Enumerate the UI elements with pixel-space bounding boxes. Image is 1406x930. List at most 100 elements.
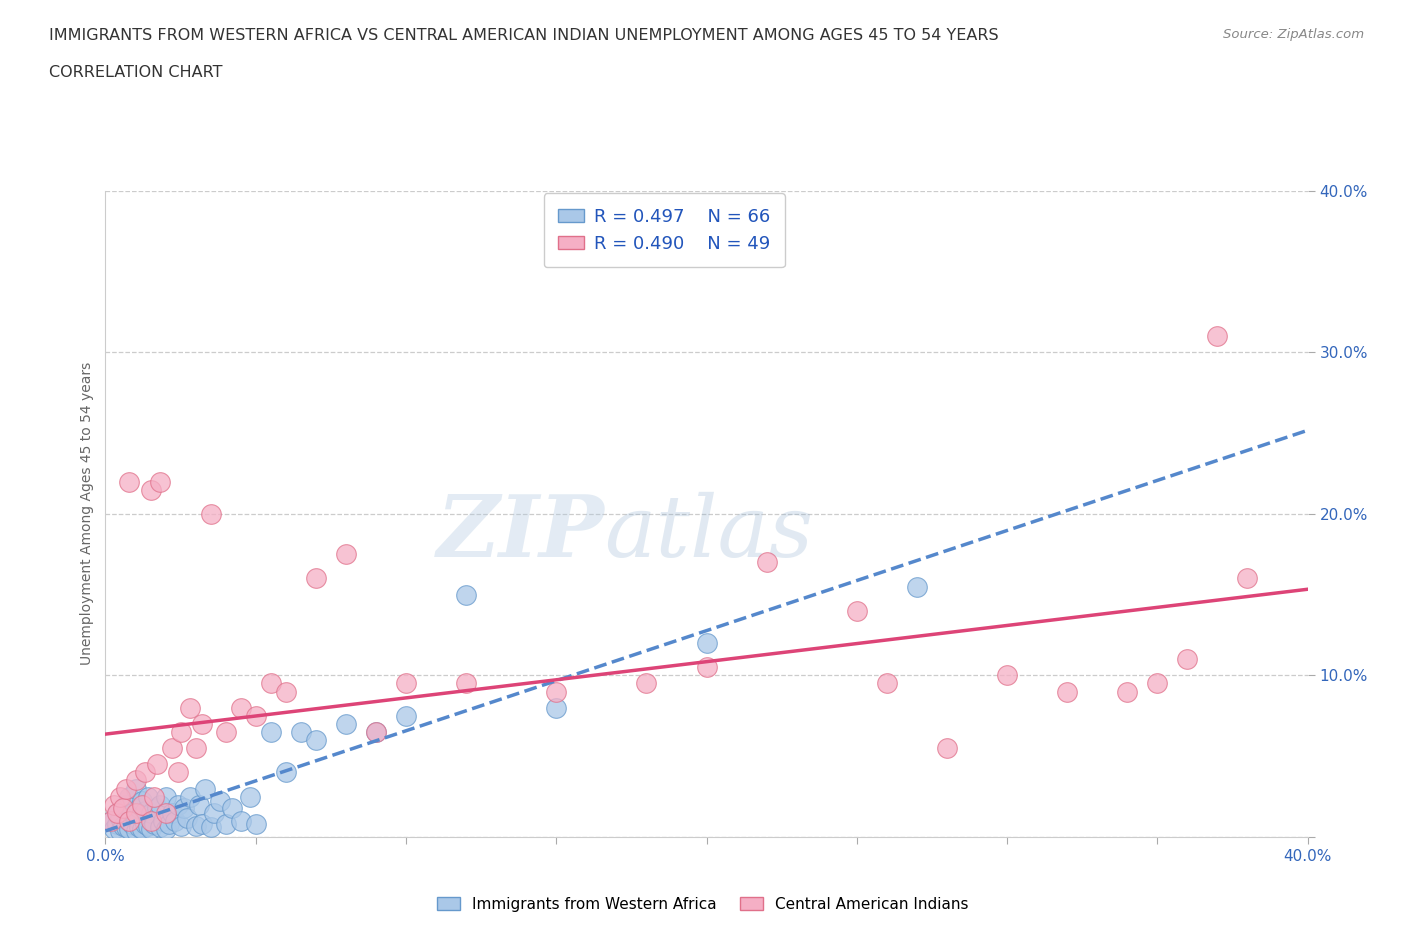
Point	[260, 676, 283, 691]
Point	[1236, 571, 1258, 586]
Point	[155, 805, 177, 820]
Point	[136, 790, 159, 804]
Point	[134, 817, 156, 831]
Point	[139, 821, 162, 836]
Point	[131, 821, 153, 836]
Point	[115, 820, 138, 835]
Point	[200, 507, 222, 522]
Point	[112, 801, 135, 816]
Point	[148, 474, 170, 489]
Point	[395, 676, 418, 691]
Point	[128, 801, 150, 816]
Point	[160, 805, 183, 820]
Point	[103, 821, 125, 836]
Point	[152, 814, 174, 829]
Point	[110, 823, 132, 838]
Point	[335, 547, 357, 562]
Point	[118, 821, 141, 836]
Point	[190, 817, 212, 831]
Point	[107, 805, 129, 820]
Point	[112, 801, 135, 816]
Point	[166, 797, 188, 812]
Point	[160, 740, 183, 755]
Point	[1116, 684, 1139, 699]
Point	[128, 820, 150, 835]
Point	[176, 810, 198, 825]
Point	[221, 801, 243, 816]
Point	[1056, 684, 1078, 699]
Point	[208, 794, 231, 809]
Point	[124, 805, 146, 820]
Text: CORRELATION CHART: CORRELATION CHART	[49, 65, 222, 80]
Point	[136, 818, 159, 833]
Point	[274, 764, 297, 779]
Point	[112, 818, 135, 833]
Point	[546, 684, 568, 699]
Point	[124, 810, 146, 825]
Point	[131, 797, 153, 812]
Point	[876, 676, 898, 691]
Point	[142, 790, 165, 804]
Point	[214, 724, 236, 739]
Point	[184, 740, 207, 755]
Text: atlas: atlas	[605, 492, 814, 575]
Point	[546, 700, 568, 715]
Point	[118, 814, 141, 829]
Point	[187, 797, 209, 812]
Point	[305, 733, 328, 748]
Point	[155, 790, 177, 804]
Point	[454, 587, 477, 602]
Point	[115, 797, 138, 812]
Point	[202, 805, 225, 820]
Point	[179, 700, 201, 715]
Point	[121, 817, 143, 831]
Text: IMMIGRANTS FROM WESTERN AFRICA VS CENTRAL AMERICAN INDIAN UNEMPLOYMENT AMONG AGE: IMMIGRANTS FROM WESTERN AFRICA VS CENTRA…	[49, 28, 998, 43]
Point	[214, 817, 236, 831]
Point	[364, 724, 387, 739]
Point	[179, 790, 201, 804]
Point	[100, 814, 122, 829]
Point	[115, 781, 138, 796]
Point	[148, 820, 170, 835]
Point	[124, 823, 146, 838]
Point	[1175, 652, 1198, 667]
Point	[274, 684, 297, 699]
Point	[194, 781, 217, 796]
Point	[134, 764, 156, 779]
Text: ZIP: ZIP	[436, 491, 605, 575]
Point	[229, 814, 252, 829]
Point	[107, 805, 129, 820]
Point	[190, 716, 212, 731]
Point	[145, 801, 167, 816]
Point	[364, 724, 387, 739]
Point	[118, 814, 141, 829]
Point	[335, 716, 357, 731]
Point	[260, 724, 283, 739]
Point	[229, 700, 252, 715]
Point	[995, 668, 1018, 683]
Point	[239, 790, 262, 804]
Point	[124, 773, 146, 788]
Point	[636, 676, 658, 691]
Point	[121, 805, 143, 820]
Point	[936, 740, 959, 755]
Point	[173, 801, 195, 816]
Point	[142, 817, 165, 831]
Point	[103, 797, 125, 812]
Text: Source: ZipAtlas.com: Source: ZipAtlas.com	[1223, 28, 1364, 41]
Point	[163, 814, 186, 829]
Point	[134, 804, 156, 818]
Legend: R = 0.497    N = 66, R = 0.490    N = 49: R = 0.497 N = 66, R = 0.490 N = 49	[544, 193, 785, 267]
Point	[148, 797, 170, 812]
Legend: Immigrants from Western Africa, Central American Indians: Immigrants from Western Africa, Central …	[432, 890, 974, 918]
Point	[169, 724, 191, 739]
Point	[395, 709, 418, 724]
Point	[139, 482, 162, 497]
Point	[139, 814, 162, 829]
Y-axis label: Unemployment Among Ages 45 to 54 years: Unemployment Among Ages 45 to 54 years	[80, 362, 94, 666]
Point	[454, 676, 477, 691]
Point	[184, 818, 207, 833]
Point	[305, 571, 328, 586]
Point	[200, 820, 222, 835]
Point	[1206, 328, 1229, 343]
